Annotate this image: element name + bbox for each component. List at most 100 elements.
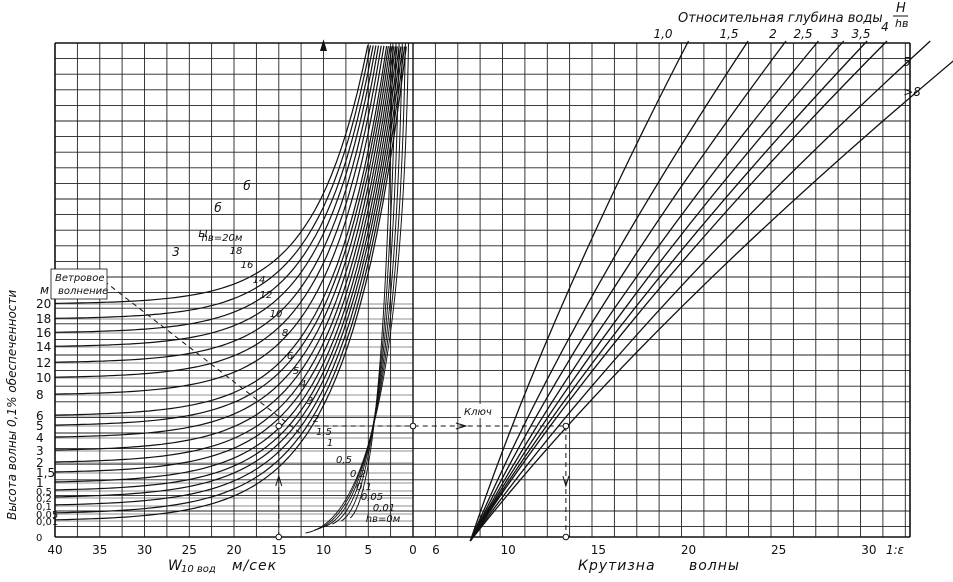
left-curve-label: 5 bbox=[293, 366, 299, 377]
labels: 2018161412108654321,510,50,20,10,050,010… bbox=[36, 20, 921, 557]
left-curve bbox=[54, 46, 404, 506]
left-curve bbox=[55, 45, 377, 347]
y-tick-label: 14 bbox=[36, 340, 51, 354]
left-curve bbox=[54, 46, 397, 473]
left-curve-label: 0,2 bbox=[350, 469, 366, 480]
left-x-title: W bbox=[168, 558, 183, 574]
y-tick-label: 0 bbox=[36, 533, 42, 544]
left-curve-label: 0,05 bbox=[361, 492, 383, 503]
y-tick-label: 0,05 bbox=[36, 510, 58, 521]
y-tick-label: 5 bbox=[36, 419, 44, 433]
left-x-tick-label: 30 bbox=[137, 543, 152, 557]
left-curve-label: 16 bbox=[241, 260, 254, 271]
key-point bbox=[409, 422, 417, 430]
left-curve bbox=[54, 46, 402, 498]
left-x-tick-label: 40 bbox=[47, 543, 62, 557]
left-curve bbox=[54, 46, 400, 491]
right-curve bbox=[469, 40, 749, 542]
left-curve-label: 6 bbox=[287, 351, 293, 362]
key-example bbox=[103, 39, 570, 541]
right-x-tick-label: 15 bbox=[591, 543, 606, 557]
left-x-title-unit: м/сек bbox=[232, 558, 277, 574]
left-curve bbox=[54, 46, 407, 521]
title-fraction-den: hв bbox=[895, 17, 908, 30]
left-x-tick-label: 5 bbox=[364, 543, 372, 557]
left-x-tick-label: 10 bbox=[316, 543, 331, 557]
right-series-label: 2,5 bbox=[793, 27, 812, 41]
key-point bbox=[275, 422, 283, 430]
left-curve-label: 3 bbox=[307, 396, 313, 407]
left-curve-label: 14 bbox=[253, 275, 266, 286]
left-x-tick-label: 20 bbox=[226, 543, 241, 557]
title-fraction-num: H bbox=[896, 1, 906, 16]
right-x-tick-label: 20 bbox=[681, 543, 696, 557]
left-curve bbox=[54, 46, 406, 514]
y-tick-label: 6 bbox=[36, 409, 44, 423]
right-curve bbox=[469, 40, 787, 542]
left-curve bbox=[54, 45, 382, 378]
right-curve bbox=[469, 40, 868, 542]
left-curve-steep bbox=[332, 42, 400, 525]
y-tick-label: 0,2 bbox=[36, 494, 52, 505]
y-tick-label: 0,01 bbox=[36, 517, 58, 528]
y-tick-label: 1 bbox=[36, 476, 44, 490]
y-tick-label: 8 bbox=[36, 388, 44, 402]
y-tick-label: 12 bbox=[36, 356, 51, 370]
left-curve-label: 10 bbox=[270, 309, 283, 320]
left-curve-steep bbox=[349, 42, 394, 519]
left-curve-label: 1 bbox=[327, 438, 333, 449]
left-top-curve-label: 3 bbox=[172, 245, 180, 259]
right-panel-curves bbox=[469, 40, 953, 542]
right-curve bbox=[469, 40, 931, 542]
left-x-tick-label: 0 bbox=[409, 543, 417, 557]
right-curve bbox=[469, 40, 845, 542]
left-curve bbox=[54, 46, 391, 438]
y-tick-label: 20 bbox=[36, 297, 51, 311]
left-curve bbox=[54, 45, 372, 319]
right-x-tick-label: 25 bbox=[771, 543, 786, 557]
y-tick-label: 1,5 bbox=[36, 466, 55, 480]
inset-label-line2: волнение bbox=[58, 286, 108, 297]
y-tick-label: 0,5 bbox=[36, 487, 52, 498]
right-series-label: 1,5 bbox=[719, 27, 738, 41]
key-label: Ключ bbox=[464, 407, 492, 418]
right-x-tick-label: 30 bbox=[861, 543, 876, 557]
left-curve-label: 1,5 bbox=[316, 427, 332, 438]
top-arrow bbox=[320, 39, 327, 52]
left-panel-curves bbox=[54, 42, 409, 534]
y-tick-label: 2 bbox=[36, 456, 44, 470]
y-tick-label: 0,1 bbox=[36, 502, 52, 513]
right-curve bbox=[469, 60, 953, 542]
right-x-tick-label: 6 bbox=[432, 543, 440, 557]
left-curve-steep bbox=[323, 42, 403, 528]
left-top-curve-label: ы bbox=[198, 226, 207, 240]
y-tick-label: 4 bbox=[36, 431, 44, 445]
key-point bbox=[562, 422, 570, 430]
left-curve bbox=[54, 45, 369, 304]
key-point bbox=[562, 533, 570, 541]
left-curve-label: 0,01 bbox=[373, 503, 395, 514]
left-curve-label: 8 bbox=[282, 328, 288, 339]
left-curve bbox=[54, 46, 398, 483]
inset-box bbox=[50, 268, 108, 300]
y-unit: м bbox=[40, 283, 49, 297]
right-series-label: 3 bbox=[831, 27, 839, 41]
y-tick-label: 18 bbox=[36, 312, 51, 326]
key-arrow-up bbox=[275, 474, 283, 487]
left-curve bbox=[54, 45, 374, 333]
left-curve-steep bbox=[305, 42, 409, 534]
left-top-curve-label: б bbox=[243, 179, 251, 193]
inset-label-line1: Ветровое bbox=[55, 273, 104, 284]
chart-title: Относительная глубина воды bbox=[678, 11, 883, 26]
y-tick-label: 10 bbox=[36, 371, 51, 385]
right-curve bbox=[469, 40, 888, 542]
right-curve bbox=[469, 40, 690, 542]
left-curve bbox=[54, 45, 380, 363]
right-x-end-label: 1:ε bbox=[886, 543, 905, 557]
left-curve-label: 12 bbox=[260, 290, 273, 301]
y-axis-title: Высота волны 0,1% обеспеченности bbox=[5, 290, 19, 520]
left-x-tick-label: 35 bbox=[92, 543, 107, 557]
left-curve-label: hв=0м bbox=[366, 514, 401, 525]
right-x-title: Крутизна волны bbox=[578, 558, 740, 574]
